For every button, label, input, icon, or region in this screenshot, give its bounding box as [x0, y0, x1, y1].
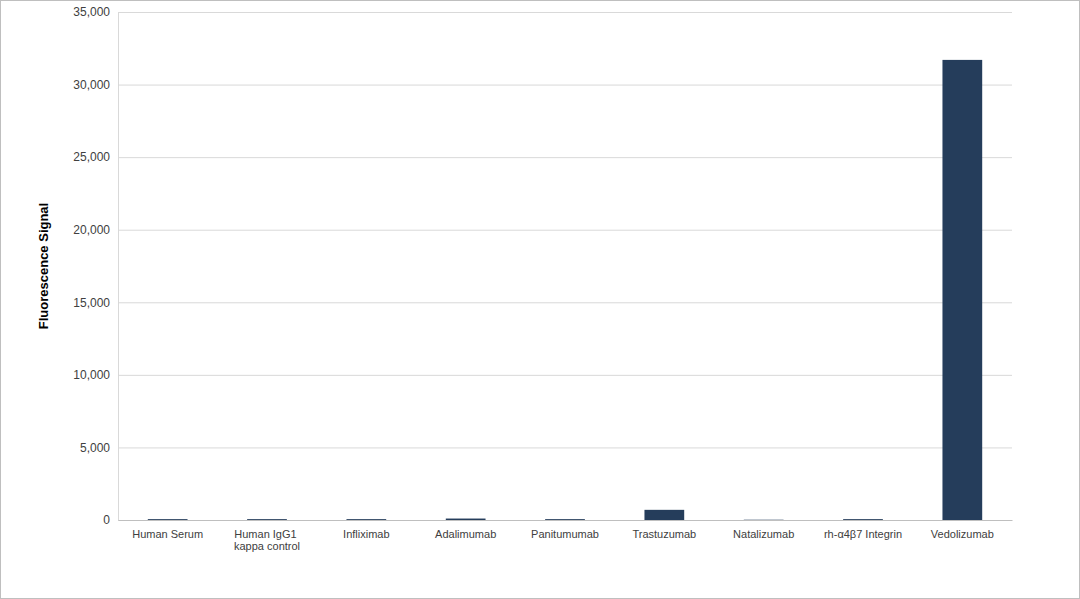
bar: [644, 510, 684, 520]
x-tick-label: Adalimumab: [435, 528, 496, 540]
bars: [148, 60, 982, 520]
y-tick: 20,000: [73, 223, 1012, 237]
y-tick-label: 15,000: [73, 296, 110, 310]
y-tick: 15,000: [73, 296, 1012, 310]
y-tick-label: 35,000: [73, 5, 110, 19]
x-tick: Panitumumab: [531, 528, 599, 540]
x-tick: Vedolizumab: [931, 528, 994, 540]
y-tick-label: 0: [103, 513, 110, 527]
y-axis-line: [119, 13, 1013, 521]
x-tick-label: Trastuzumab: [632, 528, 696, 540]
y-tick: 25,000: [73, 150, 1012, 164]
bar: [247, 519, 287, 520]
grid-line: [118, 302, 1012, 303]
x-tick-label: Human Serum: [132, 528, 203, 540]
x-tick-label: Vedolizumab: [931, 528, 994, 540]
grid-line: [118, 85, 1012, 86]
x-tick-label: Human IgG1 kappa control: [234, 528, 300, 553]
x-tick: Trastuzumab: [632, 528, 696, 540]
x-tick: Natalizumab: [733, 528, 794, 540]
x-tick: Adalimumab: [435, 528, 496, 540]
y-tick: 0: [103, 513, 1012, 527]
y-tick-label: 5,000: [80, 441, 110, 455]
x-tick: rh-α4β7 Integrin: [824, 528, 902, 540]
bar: [942, 60, 982, 520]
grid-line: [118, 157, 1012, 158]
x-tick: Human IgG1 kappa control: [234, 528, 300, 553]
y-tick-label: 25,000: [73, 150, 110, 164]
y-tick: 35,000: [73, 5, 1012, 19]
x-tick-label: Infliximab: [343, 528, 389, 540]
y-axis: 0 5,000 10,000 15,000 20,000 25,000 30,000 35,0…: [73, 5, 1012, 527]
x-tick-label: Natalizumab: [733, 528, 794, 540]
x-tick-label: rh-α4β7 Integrin: [824, 528, 902, 540]
y-tick-label: 10,000: [73, 368, 110, 382]
bar: [346, 519, 386, 520]
grid-line: [118, 375, 1012, 376]
bar: [545, 519, 585, 520]
grid-line: [118, 12, 1012, 13]
grid-line: [118, 447, 1012, 448]
grid-line: [118, 230, 1012, 231]
y-tick: 5,000: [80, 441, 1012, 455]
x-axis-line: [119, 520, 1013, 521]
x-axis: Human Serum Human IgG1 kappa control Infli…: [119, 521, 1013, 553]
bar: [843, 519, 883, 520]
x-tick: Human Serum: [132, 528, 203, 540]
x-tick: Infliximab: [343, 528, 389, 540]
y-tick: 30,000: [73, 78, 1012, 92]
y-tick: 10,000: [73, 368, 1012, 382]
chart: 0 5,000 10,000 15,000 20,000 25,000 30,000 35,0…: [0, 0, 1080, 599]
grid-line: [118, 520, 1012, 521]
frame: [1, 1, 1080, 599]
y-axis-title: Fluorescence Signal: [36, 203, 51, 329]
bar: [148, 519, 188, 520]
bar: [744, 519, 784, 520]
bar: [446, 519, 486, 520]
y-tick-label: 20,000: [73, 223, 110, 237]
y-tick-label: 30,000: [73, 78, 110, 92]
x-tick-label: Panitumumab: [531, 528, 599, 540]
plot: 0 5,000 10,000 15,000 20,000 25,000 30,000 35,0…: [73, 5, 1012, 552]
